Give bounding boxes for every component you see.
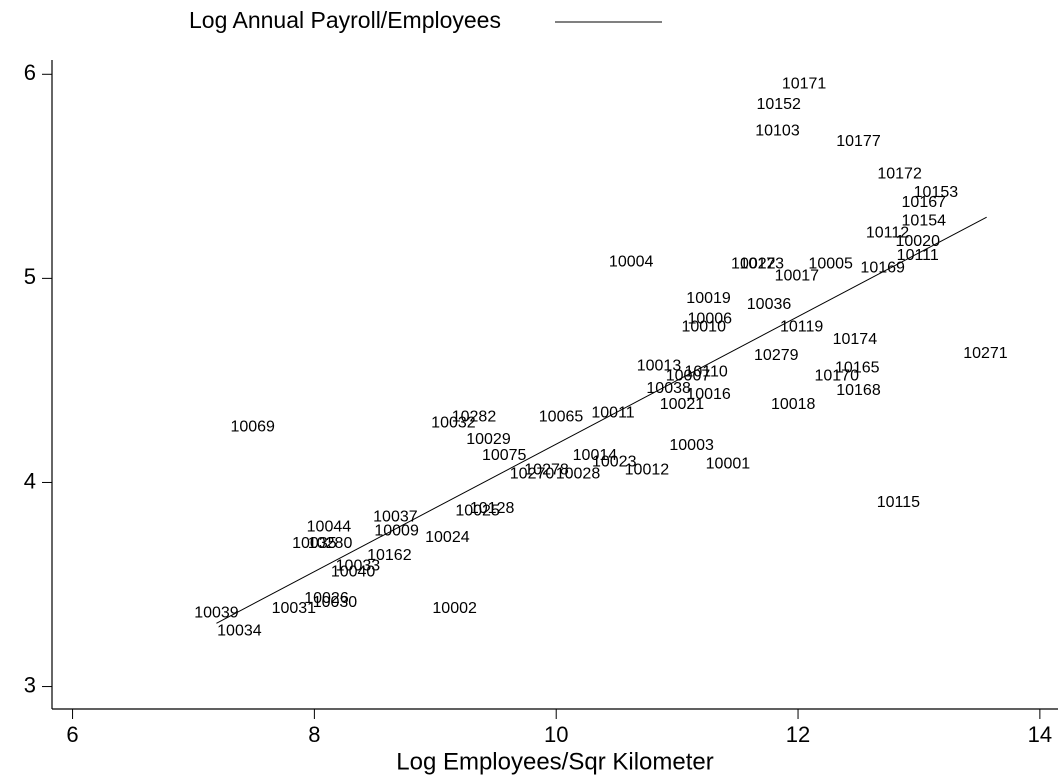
point-label: 10075 bbox=[482, 447, 527, 464]
point-label: 10278 bbox=[524, 461, 569, 478]
point-label: 10016 bbox=[686, 386, 731, 403]
point-label: 10152 bbox=[756, 96, 801, 113]
point-label: 10031 bbox=[272, 600, 317, 617]
x-tick-label: 12 bbox=[786, 722, 810, 747]
point-label: 10115 bbox=[877, 494, 920, 511]
point-label: 10033 bbox=[336, 557, 381, 574]
x-tick-label: 10 bbox=[544, 722, 568, 747]
point-label: 10044 bbox=[307, 519, 352, 536]
point-label: 10169 bbox=[860, 259, 905, 276]
point-label: 10037 bbox=[373, 508, 418, 525]
point-label: 10173 bbox=[740, 255, 785, 272]
point-label: 10153 bbox=[914, 184, 959, 201]
point-label: 10005 bbox=[808, 255, 853, 272]
point-label: 10038 bbox=[646, 380, 691, 397]
x-tick-label: 6 bbox=[66, 722, 78, 747]
point-label: 10012 bbox=[625, 461, 670, 478]
y-tick-label: 4 bbox=[24, 468, 36, 493]
point-label: 10010 bbox=[681, 319, 726, 336]
point-label: 10162 bbox=[367, 547, 412, 564]
x-axis-title: Log Employees/Sqr Kilometer bbox=[396, 748, 713, 775]
point-label: 10022 bbox=[731, 255, 776, 272]
point-label: 10065 bbox=[539, 408, 584, 425]
y-tick-label: 3 bbox=[24, 672, 36, 697]
point-label: 10034 bbox=[217, 623, 262, 640]
point-label: 10040 bbox=[331, 563, 376, 580]
point-label: 10172 bbox=[877, 166, 922, 183]
point-label: 10174 bbox=[833, 331, 878, 348]
y-tick-label: 6 bbox=[24, 60, 36, 85]
point-label: 10103 bbox=[755, 123, 800, 140]
point-label: 10035 bbox=[292, 535, 337, 552]
point-label: 10024 bbox=[425, 529, 470, 546]
point-label: 10030 bbox=[313, 594, 358, 611]
point-label: 10039 bbox=[194, 604, 239, 621]
point-label: 10013 bbox=[637, 357, 682, 374]
point-label: 10019 bbox=[686, 290, 731, 307]
fit-line bbox=[216, 216, 987, 624]
point-label: 10069 bbox=[230, 419, 275, 436]
x-tick-label: 8 bbox=[308, 722, 320, 747]
point-label: 10271 bbox=[963, 345, 1008, 362]
point-label: 10032 bbox=[431, 414, 476, 431]
x-tick-label: 14 bbox=[1028, 722, 1052, 747]
point-label: 10029 bbox=[466, 431, 511, 448]
point-label: 10023 bbox=[592, 453, 637, 470]
point-label: 10026 bbox=[304, 590, 349, 607]
point-label: 10020 bbox=[895, 233, 940, 250]
point-label: 10170 bbox=[814, 368, 859, 385]
point-label: 10018 bbox=[771, 396, 816, 413]
point-label: 10006 bbox=[688, 310, 733, 327]
point-label: 10119 bbox=[780, 319, 823, 336]
point-label: 10014 bbox=[573, 447, 618, 464]
legend-label: Log Annual Payroll/Employees bbox=[189, 7, 501, 33]
point-label: 10177 bbox=[836, 133, 881, 150]
point-label: 10028 bbox=[556, 466, 601, 483]
point-label: 10011 bbox=[591, 404, 634, 421]
point-label: 10025 bbox=[455, 502, 500, 519]
point-label: 10168 bbox=[836, 382, 881, 399]
point-label: 10110 bbox=[684, 363, 727, 380]
point-label: 10111 bbox=[897, 247, 939, 264]
point-label: 10128 bbox=[470, 500, 515, 517]
point-label: 10036 bbox=[747, 296, 792, 313]
point-label: 10165 bbox=[835, 359, 880, 376]
point-label: 10154 bbox=[902, 212, 947, 229]
point-label: 10004 bbox=[609, 253, 654, 270]
point-label: 10270 bbox=[510, 466, 555, 483]
point-label: 10009 bbox=[374, 523, 419, 540]
point-label: 10171 bbox=[782, 76, 827, 93]
point-label: 10279 bbox=[754, 347, 799, 364]
point-label: 10282 bbox=[452, 408, 497, 425]
point-label: 10280 bbox=[308, 535, 353, 552]
point-label: 10112 bbox=[866, 225, 909, 242]
y-tick-label: 5 bbox=[24, 264, 36, 289]
point-label: 10021 bbox=[660, 396, 705, 413]
point-label: 10167 bbox=[902, 194, 947, 211]
point-label: 10017 bbox=[775, 268, 820, 285]
point-label: 10002 bbox=[432, 600, 477, 617]
point-label: 10003 bbox=[669, 437, 714, 454]
point-label: 10001 bbox=[706, 455, 751, 472]
